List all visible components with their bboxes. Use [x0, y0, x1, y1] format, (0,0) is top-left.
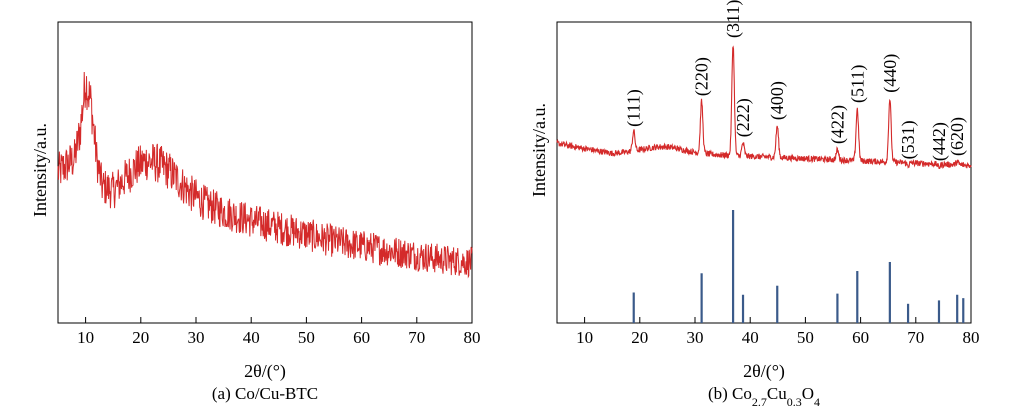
panel-a-y-axis-label: Intensity/a.u. [30, 123, 50, 217]
panel-b-peak-label: (511) [847, 65, 868, 103]
panel-b-x-axis-label: 2θ/(°) [743, 361, 785, 382]
caption-subscript: 2.7 [752, 395, 767, 409]
panel-b-x-tick-label: 50 [797, 328, 814, 347]
panel-b-peak-label: (531) [898, 120, 919, 159]
panel-b-x-tick-label: 70 [907, 328, 924, 347]
panel-a-x-tick-label: 60 [353, 328, 370, 347]
panel-b-x-tick-label: 30 [687, 328, 704, 347]
panel-b-plot-frame [556, 21, 972, 324]
panel-a-chart: 10 20 30 40 50 60 70 80 Intensity/a.u. 2θ/(°) (… [30, 21, 481, 403]
panel-b-x-tick-label: 20 [631, 328, 648, 347]
panel-b-x-tick-label: 10 [576, 328, 593, 347]
panel-b-reference-sticks [632, 210, 965, 323]
caption-subscript: 0.3 [787, 395, 802, 409]
panel-b-peak-label: (400) [767, 81, 788, 120]
panel-b-caption: (b) Co2.7Cu0.3O4 [708, 384, 820, 409]
panel-b-x-tick-label: 40 [742, 328, 759, 347]
panel-a-x-tick-label: 30 [188, 328, 205, 347]
caption-element: O [802, 384, 814, 403]
panel-a-x-axis-label: 2θ/(°) [244, 361, 286, 382]
caption-element: Co [732, 384, 752, 403]
panel-b-peak-label: (620) [947, 117, 968, 156]
caption-subscript: 4 [814, 395, 820, 409]
panel-a-x-tick-label: 70 [408, 328, 425, 347]
panel-a-xrd-curve [57, 71, 473, 279]
panel-a-x-ticks: 10 20 30 40 50 60 70 80 [77, 317, 481, 347]
panel-b-peak-label: (440) [880, 54, 901, 93]
caption-element: Cu [767, 384, 787, 403]
panel-b-xrd-curve [556, 45, 972, 170]
panel-b-x-tick-label: 80 [963, 328, 980, 347]
panel-a-x-tick-label: 20 [132, 328, 149, 347]
panel-b-caption-prefix: (b) [708, 384, 732, 403]
panel-b-peak-label: (220) [692, 57, 713, 96]
panel-b-y-axis-label: Intensity/a.u. [529, 103, 549, 197]
panel-a-x-tick-label: 50 [298, 328, 315, 347]
panel-a-caption-text: Co/Cu-BTC [235, 384, 318, 403]
panel-b-peak-label: (311) [723, 0, 744, 38]
panel-b-peak-labels: (111) (220) (311) (222) (400) (422)(511) (440)… [624, 0, 969, 161]
panel-a-caption-prefix: (a) [212, 384, 235, 403]
panel-b-peak-label: (442) [929, 122, 950, 161]
panel-b-x-ticks: 10 20 30 40 50 60 70 80 [576, 317, 980, 347]
panel-a-plot-frame [57, 21, 473, 324]
panel-b-peak-label: (222) [733, 98, 754, 137]
panel-b-peak-label: (422) [827, 105, 848, 144]
panel-a-x-tick-label: 40 [243, 328, 260, 347]
panel-a-x-tick-label: 10 [77, 328, 94, 347]
panel-a-xrd-line [57, 71, 473, 279]
panel-a-x-tick-label: 80 [464, 328, 481, 347]
panel-b-xrd-line [556, 45, 972, 170]
panel-b-chart: 10 20 30 40 50 60 70 80 (111) (220) (311) (222) (40… [529, 0, 980, 409]
panel-b-peak-label: (111) [624, 89, 645, 127]
panel-b-x-tick-label: 60 [852, 328, 869, 347]
panel-a-caption: (a) Co/Cu-BTC [212, 384, 318, 403]
